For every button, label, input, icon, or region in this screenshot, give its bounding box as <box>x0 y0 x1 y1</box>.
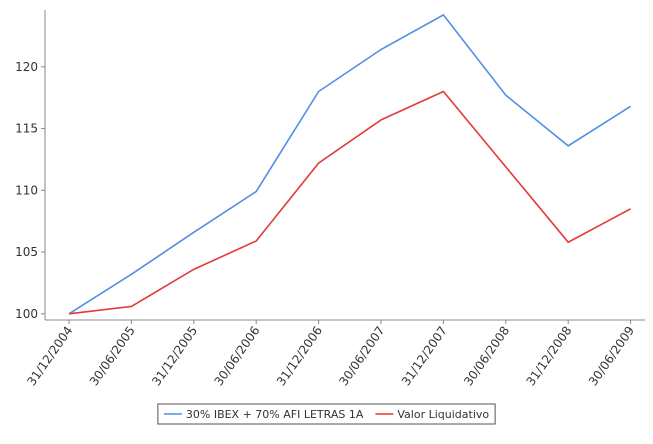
x-tick-label: 30/06/2007 <box>336 324 387 389</box>
y-tick-label: 115 <box>15 122 38 136</box>
y-tick-label: 110 <box>15 183 38 197</box>
y-tick-label: 120 <box>15 60 38 74</box>
x-tick-label: 31/12/2004 <box>24 324 75 389</box>
series-line <box>68 13 632 315</box>
x-tick-label: 31/12/2008 <box>524 324 575 389</box>
series-line <box>68 90 631 315</box>
y-tick-label: 105 <box>15 245 38 259</box>
x-tick-label: 30/06/2005 <box>87 324 138 389</box>
x-tick-label: 31/12/2007 <box>399 324 450 389</box>
x-tick-label: 31/12/2006 <box>274 324 325 389</box>
legend: 30% IBEX + 70% AFI LETRAS 1A Valor Liquid… <box>157 403 496 425</box>
x-tick-label: 30/06/2006 <box>212 324 263 389</box>
x-tick-label: 30/06/2009 <box>586 324 637 389</box>
legend-box <box>157 403 496 425</box>
x-tick-label: 31/12/2005 <box>149 324 200 389</box>
y-tick-label: 100 <box>15 307 38 321</box>
x-tick-label: 30/06/2008 <box>461 324 512 389</box>
legend-label: 30% IBEX + 70% AFI LETRAS 1A <box>186 408 364 421</box>
legend-label: Valor Liquidativo <box>397 408 489 421</box>
